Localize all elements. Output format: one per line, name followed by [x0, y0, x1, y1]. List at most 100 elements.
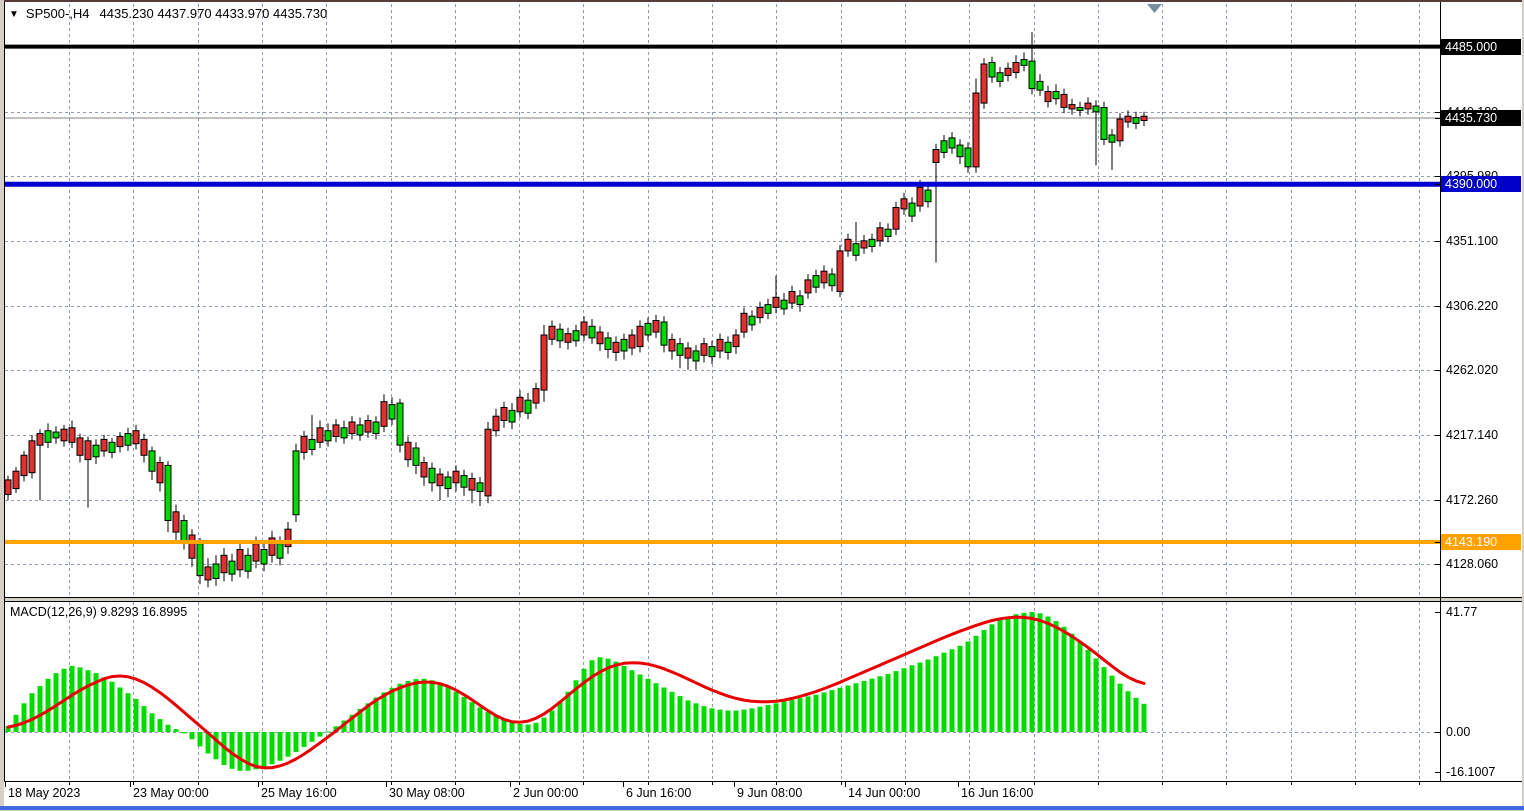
candle-body — [236, 549, 244, 571]
macd-bar — [837, 687, 843, 732]
candle-body — [276, 543, 284, 559]
candle-body — [372, 421, 380, 435]
macd-bar — [997, 620, 1003, 732]
macd-bar — [141, 706, 147, 732]
candle-body — [124, 433, 132, 446]
candle-body — [84, 440, 92, 461]
candle-body — [876, 227, 884, 242]
macd-bar — [853, 683, 859, 732]
last-bar-marker-icon[interactable] — [1147, 4, 1162, 13]
candle-body — [996, 72, 1004, 82]
macd-bar — [197, 732, 203, 747]
candle-body — [884, 228, 892, 237]
candlestick-series[interactable] — [4, 32, 1148, 588]
candle-body — [516, 396, 524, 413]
macd-bar — [269, 732, 275, 765]
candle-body — [452, 470, 460, 484]
macd-bar — [845, 685, 851, 732]
panel-splitter[interactable] — [0, 597, 1524, 602]
candle-body — [732, 334, 740, 348]
candle-body — [868, 238, 876, 248]
candle-body — [436, 473, 444, 487]
macd-bar — [77, 667, 83, 732]
candle-body — [588, 325, 596, 339]
candle-body — [412, 447, 420, 466]
macd-bar — [69, 665, 75, 732]
candle-body — [324, 430, 332, 442]
candle-body — [220, 554, 228, 574]
candle-body — [692, 350, 700, 362]
macd-bar — [301, 732, 307, 747]
candle-body — [428, 467, 436, 484]
candle-body — [988, 62, 996, 78]
macd-bar — [125, 693, 131, 732]
candle-body — [708, 346, 716, 358]
candle-body — [468, 478, 476, 491]
macd-bar — [461, 696, 467, 732]
candle-body — [340, 427, 348, 439]
candle-body — [252, 543, 260, 562]
macd-bar — [213, 732, 219, 760]
candle-body — [532, 388, 540, 404]
macd-bar — [781, 701, 787, 732]
macd-bar — [45, 678, 51, 732]
macd-bar — [13, 714, 19, 732]
macd-bar — [189, 732, 195, 740]
macd-bar — [757, 706, 763, 732]
candle-body — [956, 144, 964, 158]
macd-bar — [1005, 616, 1011, 732]
candle-body — [860, 240, 868, 249]
candle-body — [1068, 104, 1076, 110]
macd-bar — [373, 697, 379, 732]
macd-bar — [349, 714, 355, 732]
macd-bar — [629, 670, 635, 732]
symbol-dropdown-icon[interactable]: ▼ — [9, 9, 19, 20]
candle-body — [476, 482, 484, 492]
candle-body — [1116, 118, 1124, 142]
candle-body — [668, 338, 676, 352]
macd-bar — [541, 717, 547, 732]
candle-body — [396, 402, 404, 446]
macd-bar — [445, 687, 451, 732]
macd-bar — [285, 732, 291, 757]
candle-body — [916, 186, 924, 207]
candle-body — [1060, 93, 1068, 108]
macd-bar — [53, 673, 59, 732]
macd-bar — [397, 683, 403, 732]
macd-bar — [973, 635, 979, 732]
macd-bar — [661, 687, 667, 732]
candle-body — [196, 543, 204, 577]
candle-body — [724, 341, 732, 353]
candle-body — [300, 436, 308, 453]
candle-body — [1028, 60, 1036, 90]
candle-body — [460, 475, 468, 488]
macd-bar — [1077, 641, 1083, 732]
candle-body — [684, 347, 692, 359]
macd-bar — [957, 645, 963, 732]
macd-bar — [701, 706, 707, 732]
window-left-border — [0, 0, 4, 811]
macd-bar — [965, 641, 971, 732]
candle-body — [548, 325, 556, 340]
candle-body — [772, 296, 780, 308]
candle-body — [612, 341, 620, 353]
macd-bar — [741, 709, 747, 732]
candle-body — [564, 333, 572, 343]
candle-body — [604, 337, 612, 350]
candle-body — [268, 537, 276, 556]
macd-bar — [205, 732, 211, 754]
candle-body — [524, 399, 532, 414]
macd-bar — [933, 656, 939, 732]
macd-bar — [453, 691, 459, 732]
candle-body — [572, 330, 580, 342]
macd-bar — [405, 680, 411, 732]
candle-body — [228, 560, 236, 575]
macd-bar — [549, 710, 555, 732]
macd-bar — [1117, 683, 1123, 732]
candle-body — [676, 343, 684, 356]
candle-body — [260, 549, 268, 565]
macd-bar — [613, 661, 619, 732]
macd-bar — [949, 649, 955, 732]
macd-bar — [1093, 658, 1099, 732]
